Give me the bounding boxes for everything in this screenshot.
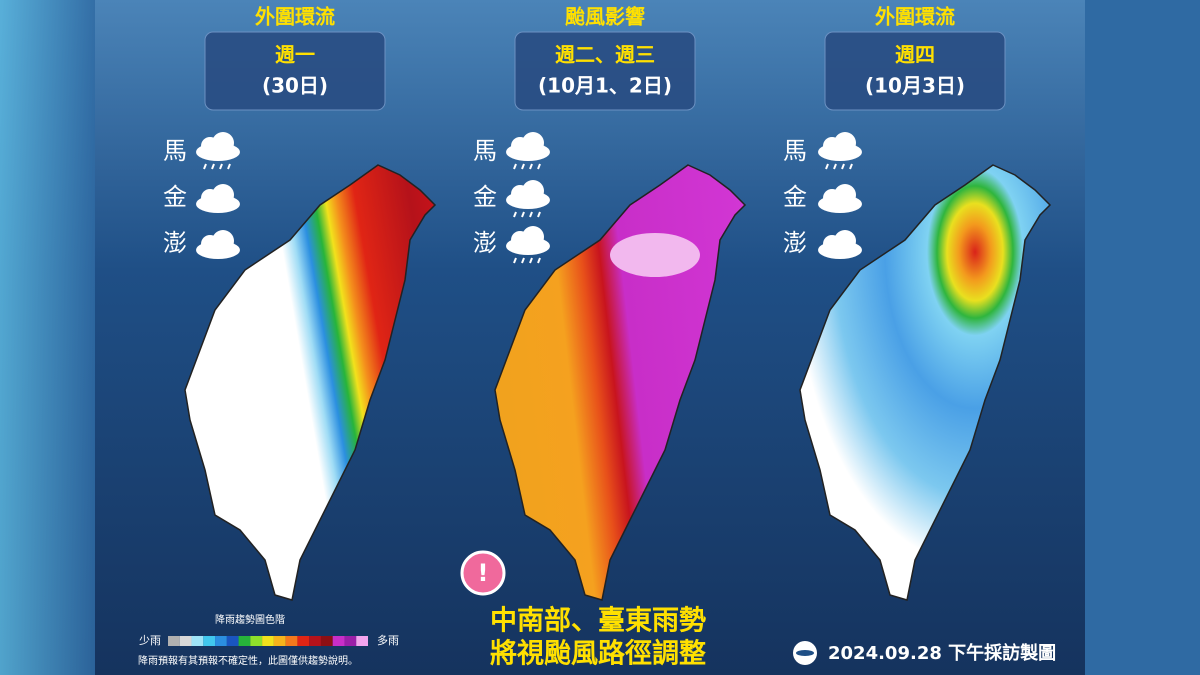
panel-label: 外圍環流	[255, 5, 335, 29]
panel-date: (10月1、2日)	[538, 74, 672, 98]
island-label: 澎	[783, 229, 807, 257]
panel-header	[824, 31, 1006, 111]
island-label: 金	[783, 183, 807, 211]
colorbar-swatch	[309, 636, 321, 646]
logo	[796, 650, 814, 656]
alert-mark: !	[478, 559, 489, 587]
side-blur	[1085, 0, 1200, 675]
panels: 外圍環流週一(30日)馬金澎颱風影響週二、週三(10月1、2日)馬金澎外圍環流週…	[163, 5, 1006, 257]
legend-high: 多雨	[377, 633, 399, 647]
colorbar-swatch	[238, 636, 251, 646]
island-label: 馬	[163, 137, 187, 165]
colorbar-swatch	[262, 636, 274, 646]
map	[494, 164, 746, 601]
panel-date: (30日)	[262, 74, 328, 98]
island-label: 金	[473, 183, 497, 211]
side-blur	[0, 0, 95, 675]
colorbar-swatch	[226, 636, 239, 646]
colorbar-swatch	[179, 636, 192, 646]
notice-line: 中南部、臺東雨勢	[490, 605, 706, 637]
island-label: 馬	[783, 137, 807, 165]
panel-label: 颱風影響	[565, 5, 645, 29]
colorbar-swatch	[215, 636, 227, 646]
island-label: 澎	[473, 229, 497, 257]
credit: 2024.09.28 下午採訪製圖	[828, 642, 1056, 664]
island-label: 澎	[163, 229, 187, 257]
island-label: 馬	[473, 137, 497, 165]
panel-day: 週一	[275, 43, 315, 67]
panel-date: (10月3日)	[865, 74, 965, 98]
colorbar-swatch	[191, 636, 204, 646]
panel-header	[204, 31, 386, 111]
panel-day: 週四	[895, 43, 935, 67]
legend-title: 降雨趨勢圖色階	[215, 613, 285, 626]
colorbar-swatch	[203, 636, 216, 646]
panel-header	[514, 31, 696, 111]
panel-label: 外圍環流	[875, 5, 955, 29]
panel-day: 週二、週三	[555, 43, 655, 67]
colorbar-swatch	[344, 636, 357, 646]
legend-low: 少雨	[139, 634, 161, 647]
colorbar-swatch	[297, 636, 310, 646]
colorbar-swatch	[285, 636, 298, 646]
colorbar-swatch	[168, 636, 180, 646]
colorbar-swatch	[250, 636, 263, 646]
colorbar-swatch	[332, 636, 345, 646]
legend-note: 降雨預報有其預報不確定性，此圖僅供趨勢說明。	[138, 654, 358, 667]
colorbar-swatch	[356, 636, 368, 646]
colorbar-swatch	[273, 636, 286, 646]
colorbar	[168, 636, 368, 646]
island-label: 金	[163, 183, 187, 211]
notice-line: 將視颱風路徑調整	[490, 638, 706, 670]
alert-icon	[460, 550, 506, 596]
colorbar-swatch	[320, 636, 333, 646]
